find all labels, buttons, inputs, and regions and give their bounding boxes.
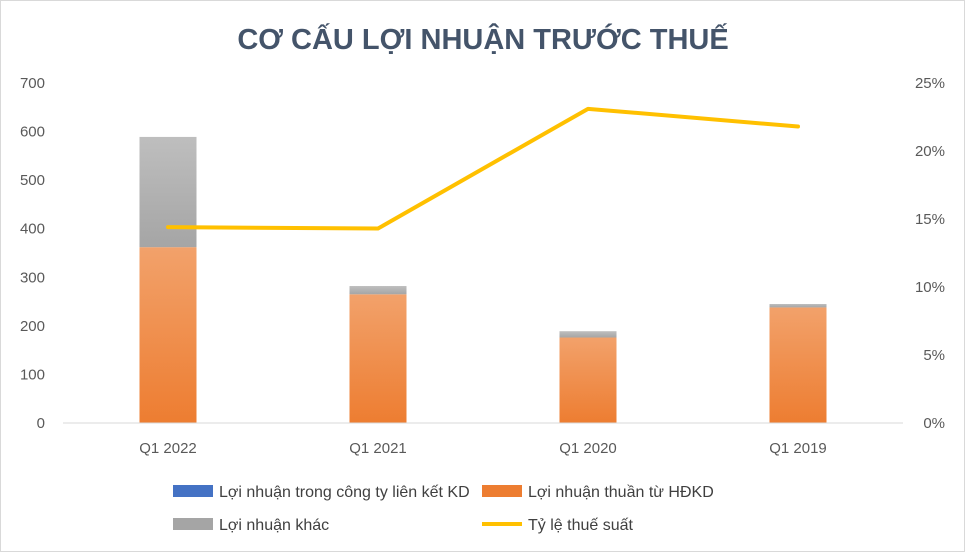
legend-swatch bbox=[482, 485, 522, 497]
left-tick-label: 300 bbox=[20, 269, 45, 286]
tax-rate-line bbox=[168, 109, 798, 229]
line-series-group bbox=[168, 109, 798, 229]
left-tick-label: 200 bbox=[20, 318, 45, 335]
bar-segment bbox=[560, 338, 617, 423]
chart-title: CƠ CẤU LỢI NHUẬN TRƯỚC THUẾ bbox=[237, 22, 728, 56]
right-tick-label: 25% bbox=[915, 75, 945, 92]
bar-segment bbox=[350, 286, 407, 294]
category-label: Q1 2021 bbox=[349, 440, 407, 457]
category-label: Q1 2020 bbox=[559, 440, 617, 457]
left-axis-ticks: 0 100 200 300 400 500 600 700 bbox=[20, 75, 45, 432]
legend-label: Lợi nhuận thuần từ HĐKD bbox=[528, 484, 714, 501]
left-tick-label: 500 bbox=[20, 172, 45, 189]
left-tick-label: 100 bbox=[20, 366, 45, 383]
legend-label: Tỷ lệ thuế suất bbox=[528, 517, 634, 534]
left-tick-label: 700 bbox=[20, 75, 45, 92]
legend: Lợi nhuận trong công ty liên kết KD Lợi n… bbox=[173, 484, 714, 534]
left-tick-label: 600 bbox=[20, 124, 45, 141]
left-tick-label: 0 bbox=[37, 415, 45, 432]
right-tick-label: 0% bbox=[923, 415, 945, 432]
category-label: Q1 2019 bbox=[769, 440, 827, 457]
category-labels: Q1 2022 Q1 2021 Q1 2020 Q1 2019 bbox=[139, 440, 827, 457]
right-tick-label: 20% bbox=[915, 143, 945, 160]
bar-segment bbox=[770, 307, 827, 423]
bar-segment bbox=[350, 294, 407, 423]
right-tick-label: 10% bbox=[915, 279, 945, 296]
legend-swatch bbox=[173, 485, 213, 497]
bar-series-group bbox=[140, 137, 827, 423]
legend-label: Lợi nhuận khác bbox=[219, 517, 329, 534]
right-tick-label: 5% bbox=[923, 347, 945, 364]
bar-segment bbox=[770, 304, 827, 307]
right-tick-label: 15% bbox=[915, 211, 945, 228]
category-label: Q1 2022 bbox=[139, 440, 197, 457]
legend-swatch bbox=[173, 518, 213, 530]
legend-label: Lợi nhuận trong công ty liên kết KD bbox=[219, 484, 470, 501]
bar-segment bbox=[560, 331, 617, 337]
bar-segment bbox=[140, 137, 197, 247]
right-axis-ticks: 0% 5% 10% 15% 20% 25% bbox=[915, 75, 945, 432]
left-tick-label: 400 bbox=[20, 221, 45, 238]
bar-segment bbox=[140, 247, 197, 423]
